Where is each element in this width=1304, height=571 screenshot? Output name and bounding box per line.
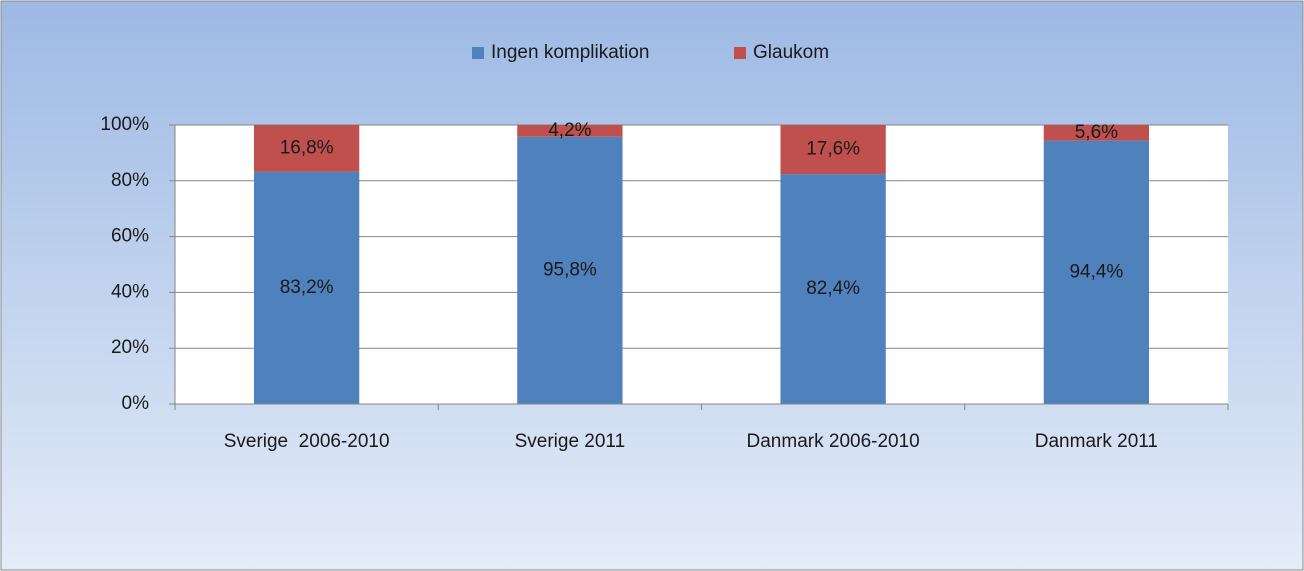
x-tick-label: Sverige 2006-2010 [224,431,390,452]
y-tick-label: 0% [122,393,150,414]
legend-label: Ingen komplikation [491,42,649,63]
bar-segment [780,174,886,404]
bar-segment [1043,140,1150,404]
bar-segment [780,125,886,175]
bar-segment [517,125,623,137]
value-label: 82,4% [806,278,860,299]
legend-swatch [734,47,746,59]
x-tick-label: Sverige 2011 [515,431,626,452]
bar-segment [1043,125,1150,141]
bar-segment [253,125,360,172]
legend-swatch [472,47,484,59]
y-tick-label: 80% [111,170,149,191]
value-label: 94,4% [1069,261,1123,282]
value-label: 95,8% [543,259,597,280]
value-label: 16,8% [280,137,334,158]
y-tick-label: 100% [100,114,149,135]
bar-segment [517,136,623,404]
legend-label: Glaukom [753,42,829,63]
value-label: 83,2% [280,277,334,298]
x-tick-label: Danmark 2011 [1035,431,1158,452]
value-label: 5,6% [1075,122,1118,143]
x-tick-label: Danmark 2006-2010 [747,431,920,452]
bar-segment [253,171,360,404]
value-label: 4,2% [548,120,591,141]
y-tick-label: 40% [111,281,149,302]
y-tick-label: 20% [111,337,149,358]
value-label: 17,6% [806,139,860,160]
y-tick-label: 60% [111,226,149,247]
